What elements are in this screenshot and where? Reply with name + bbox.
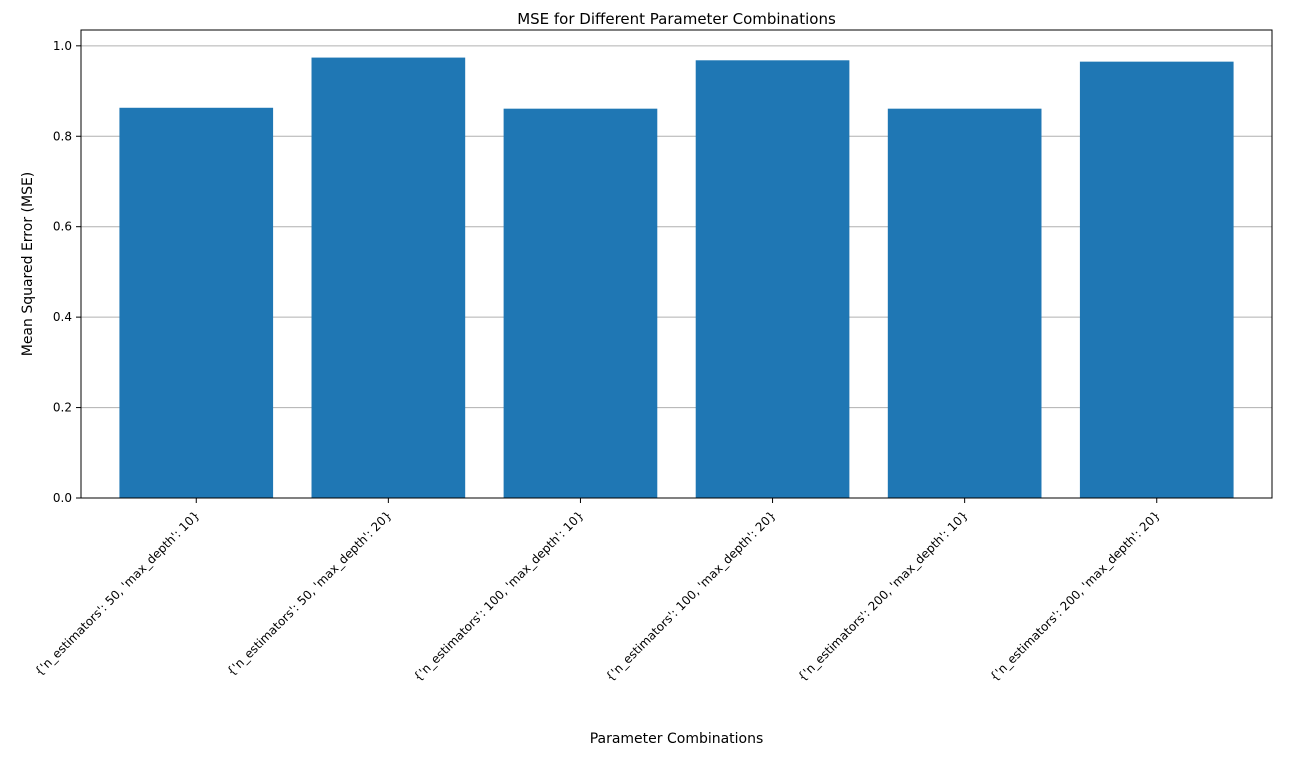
bars [119, 57, 1234, 499]
y-axis-label: Mean Squared Error (MSE) [20, 172, 36, 357]
bar [695, 60, 850, 498]
y-tick-label: 1.0 [53, 39, 72, 53]
bar [887, 108, 1042, 499]
x-tick-label: {'n_estimators': 200, 'max_depth': 10} [795, 508, 971, 684]
bar [503, 108, 658, 499]
bar [1079, 61, 1234, 499]
y-tick-label: 0.6 [53, 220, 72, 234]
x-tick-label: {'n_estimators': 50, 'max_depth': 10} [32, 508, 202, 678]
bar [119, 107, 274, 498]
x-tick-label: {'n_estimators': 100, 'max_depth': 20} [603, 508, 779, 684]
y-tick-label: 0.2 [53, 401, 72, 415]
chart-title: MSE for Different Parameter Combinations [517, 10, 836, 28]
x-tick-label: {'n_estimators': 50, 'max_depth': 20} [224, 508, 394, 678]
y-tick-label: 0.4 [53, 310, 72, 324]
x-tick-label: {'n_estimators': 100, 'max_depth': 10} [411, 508, 587, 684]
x-axis-ticks: {'n_estimators': 50, 'max_depth': 10} {'n… [32, 498, 1163, 684]
bar [311, 57, 466, 498]
x-tick-label: {'n_estimators': 200, 'max_depth': 20} [987, 508, 1163, 684]
y-axis-ticks: 0.0 0.2 0.4 0.6 0.8 1.0 [53, 39, 81, 505]
plot-frame [80, 29, 1273, 499]
y-tick-label: 0.0 [53, 491, 72, 505]
x-axis-label: Parameter Combinations [590, 731, 764, 747]
y-tick-label: 0.8 [53, 129, 72, 143]
